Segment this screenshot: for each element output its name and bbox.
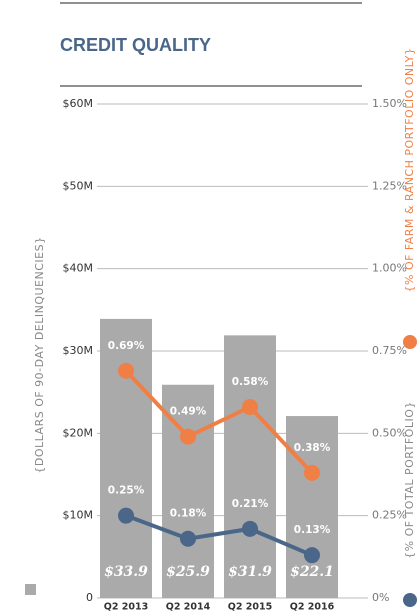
chart-title: CREDIT QUALITY	[60, 35, 211, 55]
bar-legend-swatch	[25, 584, 36, 595]
y2-tick-label: 1.00%	[372, 262, 407, 275]
x-tick-label: Q2 2013	[104, 602, 148, 613]
legend-label: {% OF TOTAL PORTFOLIO}	[403, 401, 416, 559]
legend-label: {% OF FARM & RANCH PORTFOLIO ONLY}	[403, 47, 416, 292]
point	[118, 362, 134, 379]
y-tick-label: $10M	[63, 509, 94, 522]
x-tick-label: Q2 2016	[290, 602, 335, 613]
x-tick-label: Q2 2014	[166, 602, 211, 613]
y-tick-label: 0	[86, 591, 93, 604]
bar-value-label: $25.9	[166, 564, 210, 580]
y2-tick-label: 0.50%	[372, 426, 407, 439]
line	[125, 513, 313, 558]
y2-tick-label: 1.50%	[372, 97, 407, 110]
bar	[224, 335, 276, 598]
point	[242, 520, 258, 537]
line	[124, 369, 314, 475]
y2-tick-label: 0.75%	[372, 344, 407, 357]
y-tick-label: $50M	[63, 179, 94, 192]
point-label: 0.21%	[232, 498, 269, 510]
y2-tick-label: 0.25%	[372, 509, 407, 522]
point	[180, 428, 196, 445]
point-label: 0.69%	[108, 340, 145, 352]
point	[242, 398, 258, 415]
legend-marker	[403, 335, 417, 349]
point-label: 0.38%	[294, 442, 331, 454]
point	[304, 547, 320, 564]
legend-marker	[403, 593, 417, 607]
y-tick-label: $40M	[63, 262, 94, 275]
y2-tick-label: 1.25%	[372, 179, 407, 192]
bar	[286, 416, 338, 598]
y-tick-label: $30M	[63, 344, 94, 357]
point-label: 0.13%	[294, 524, 331, 536]
y2-tick-label: 0%	[372, 591, 389, 604]
bar-value-label: $33.9	[104, 564, 148, 580]
point	[304, 464, 320, 481]
y-axis-label: {DOLLARS OF 90-DAY DELINQUENCIES}	[33, 236, 46, 473]
point-label: 0.18%	[170, 508, 207, 520]
point-label: 0.25%	[108, 485, 145, 497]
point-label: 0.49%	[170, 406, 207, 418]
bar	[100, 318, 152, 598]
point	[118, 507, 134, 524]
point	[180, 530, 196, 547]
bar-value-label: $31.9	[228, 564, 272, 580]
y-tick-label: $60M	[63, 97, 94, 110]
y-tick-label: $20M	[63, 426, 94, 439]
bar-value-label: $22.1	[290, 564, 334, 580]
point-label: 0.58%	[232, 376, 269, 388]
x-tick-label: Q2 2015	[228, 602, 272, 613]
